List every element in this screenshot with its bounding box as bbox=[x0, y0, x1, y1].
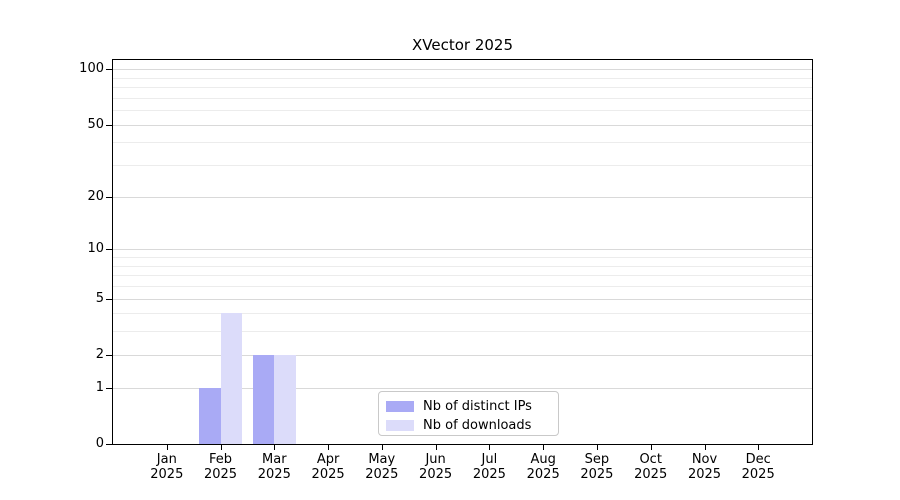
y-tick-label-0: 0 bbox=[95, 436, 104, 451]
legend-label-downloads: Nb of downloads bbox=[423, 418, 532, 433]
x-tick-year-dec: 2025 bbox=[741, 467, 775, 482]
y-tick-mark-50 bbox=[106, 124, 112, 126]
y-tick-mark-20 bbox=[106, 196, 112, 198]
x-tick-month-feb: Feb bbox=[208, 452, 233, 467]
x-tick-mark-oct bbox=[650, 444, 652, 450]
x-tick-label-apr: Apr 2025 bbox=[288, 452, 368, 482]
x-tick-year-jun: 2025 bbox=[419, 467, 453, 482]
x-tick-label-aug: Aug 2025 bbox=[503, 452, 583, 482]
x-tick-mark-may bbox=[381, 444, 383, 450]
gridline-minor-9 bbox=[113, 257, 812, 258]
gridline-minor-3 bbox=[113, 331, 812, 333]
x-tick-label-jan: Jan 2025 bbox=[127, 452, 207, 482]
gridline-minor-80 bbox=[113, 87, 812, 88]
x-tick-mark-feb bbox=[220, 444, 222, 450]
x-tick-mark-sep bbox=[596, 444, 598, 450]
downloads-swatch bbox=[386, 420, 414, 431]
x-tick-month-jan: Jan bbox=[156, 452, 177, 467]
x-tick-label-jul: Jul 2025 bbox=[449, 452, 529, 482]
gridline-minor-4 bbox=[113, 313, 812, 315]
gridline-major-1 bbox=[113, 387, 812, 389]
x-tick-mark-dec bbox=[758, 444, 760, 450]
chart-title: XVector 2025 bbox=[411, 36, 513, 54]
legend: Nb of distinct IPs Nb of downloads bbox=[378, 391, 559, 436]
x-tick-label-mar: Mar 2025 bbox=[234, 452, 314, 482]
x-tick-month-jul: Jul bbox=[481, 452, 498, 467]
x-tick-month-may: May bbox=[368, 452, 396, 467]
x-tick-year-sep: 2025 bbox=[580, 467, 614, 482]
gridline-major-20 bbox=[113, 196, 812, 198]
x-tick-month-jun: Jun bbox=[425, 452, 446, 467]
gridline-minor-6 bbox=[113, 285, 812, 287]
bar-nb-of-downloads-feb bbox=[220, 313, 242, 444]
x-tick-year-aug: 2025 bbox=[526, 467, 560, 482]
x-tick-label-dec: Dec 2025 bbox=[718, 452, 798, 482]
y-tick-mark-0 bbox=[106, 444, 112, 445]
x-tick-month-nov: Nov bbox=[691, 452, 718, 467]
x-tick-label-sep: Sep 2025 bbox=[557, 452, 637, 482]
x-tick-label-may: May 2025 bbox=[342, 452, 422, 482]
x-tick-label-nov: Nov 2025 bbox=[665, 452, 745, 482]
gridline-major-2 bbox=[113, 354, 812, 356]
x-tick-year-jul: 2025 bbox=[472, 467, 506, 482]
x-tick-month-dec: Dec bbox=[745, 452, 771, 467]
y-tick-mark-1 bbox=[106, 387, 112, 389]
y-tick-mark-5 bbox=[106, 298, 112, 300]
legend-item-downloads: Nb of downloads bbox=[386, 416, 558, 435]
gridline-major-5 bbox=[113, 298, 812, 300]
gridline-minor-7 bbox=[113, 275, 812, 277]
x-tick-year-mar: 2025 bbox=[257, 467, 291, 482]
x-tick-month-apr: Apr bbox=[316, 452, 340, 467]
bar-nb-of-downloads-mar bbox=[274, 354, 296, 444]
y-tick-label-20: 20 bbox=[87, 188, 104, 204]
x-tick-mark-jun bbox=[435, 444, 437, 450]
x-tick-month-sep: Sep bbox=[584, 452, 610, 467]
x-tick-mark-jul bbox=[489, 444, 491, 450]
gridline-minor-30 bbox=[113, 165, 812, 167]
x-tick-label-feb: Feb 2025 bbox=[181, 452, 261, 482]
y-tick-label-5: 5 bbox=[95, 290, 104, 306]
y-tick-mark-10 bbox=[106, 249, 112, 251]
gridline-minor-60 bbox=[113, 110, 812, 112]
gridline-major-10 bbox=[113, 249, 812, 251]
x-tick-mark-mar bbox=[274, 444, 276, 450]
x-tick-year-apr: 2025 bbox=[311, 467, 345, 482]
legend-item-distinct-ips: Nb of distinct IPs bbox=[386, 397, 558, 416]
x-tick-month-oct: Oct bbox=[639, 452, 662, 467]
x-tick-month-aug: Aug bbox=[530, 452, 556, 467]
gridline-minor-90 bbox=[113, 77, 812, 79]
x-tick-year-may: 2025 bbox=[365, 467, 399, 482]
plot-area bbox=[112, 59, 813, 445]
gridline-minor-8 bbox=[113, 265, 812, 267]
x-tick-month-mar: Mar bbox=[262, 452, 287, 467]
gridline-minor-40 bbox=[113, 142, 812, 144]
x-tick-label-oct: Oct 2025 bbox=[611, 452, 691, 482]
x-tick-mark-aug bbox=[543, 444, 545, 450]
y-tick-label-10: 10 bbox=[87, 241, 104, 257]
x-tick-label-jun: Jun 2025 bbox=[396, 452, 476, 482]
gridline-major-50 bbox=[113, 124, 812, 126]
gridline-major-100 bbox=[113, 69, 812, 71]
x-tick-mark-jan bbox=[166, 444, 168, 450]
bar-nb-of-distinct-ips-feb bbox=[199, 387, 221, 444]
x-tick-mark-apr bbox=[328, 444, 330, 450]
y-tick-label-2: 2 bbox=[95, 346, 104, 362]
x-tick-year-jan: 2025 bbox=[150, 467, 184, 482]
y-tick-label-100: 100 bbox=[79, 61, 104, 77]
y-tick-label-1: 1 bbox=[95, 379, 104, 395]
bar-nb-of-distinct-ips-mar bbox=[252, 354, 275, 444]
y-tick-mark-100 bbox=[106, 69, 112, 71]
x-tick-mark-nov bbox=[704, 444, 706, 450]
x-tick-year-nov: 2025 bbox=[687, 467, 722, 482]
legend-label-distinct-ips: Nb of distinct IPs bbox=[423, 399, 532, 414]
y-tick-label-50: 50 bbox=[87, 116, 104, 132]
distinct-ips-swatch bbox=[386, 401, 414, 412]
x-tick-year-feb: 2025 bbox=[203, 467, 238, 482]
gridline-minor-70 bbox=[113, 97, 812, 99]
x-tick-year-oct: 2025 bbox=[634, 467, 668, 482]
y-tick-mark-2 bbox=[106, 354, 112, 356]
